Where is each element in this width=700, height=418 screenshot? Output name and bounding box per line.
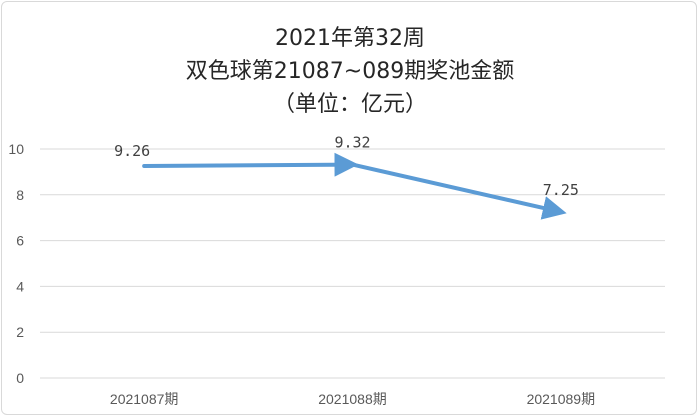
y-tick-label: 2 — [16, 324, 24, 340]
y-tick-label: 10 — [8, 141, 24, 157]
data-label: 9.26 — [114, 142, 150, 160]
x-tick-label: 2021087期 — [110, 391, 179, 407]
series-segment — [142, 152, 359, 177]
data-label: 7.25 — [543, 181, 579, 199]
data-labels: 9.26 9.32 7.25 — [114, 134, 579, 199]
grid-lines — [40, 148, 665, 379]
data-label: 9.32 — [334, 134, 370, 152]
series-lines — [142, 152, 567, 220]
chart-title-line-1: 2021年第32周 — [275, 26, 425, 51]
chart-title-line-2: 双色球第21087~089期奖池金额 — [186, 59, 514, 84]
y-tick-label: 8 — [16, 187, 24, 203]
y-tick-label: 6 — [16, 233, 24, 249]
x-axis-tick-labels: 2021087期 2021088期 2021089期 — [110, 391, 595, 407]
x-tick-label: 2021088期 — [318, 391, 387, 407]
chart-title-line-3: （单位：亿元） — [273, 92, 427, 117]
y-axis-tick-labels: 0 2 4 6 8 10 — [8, 141, 24, 386]
x-tick-label: 2021089期 — [527, 391, 596, 407]
y-tick-label: 0 — [16, 370, 24, 386]
series-segment — [350, 162, 567, 220]
y-tick-label: 4 — [16, 278, 24, 294]
